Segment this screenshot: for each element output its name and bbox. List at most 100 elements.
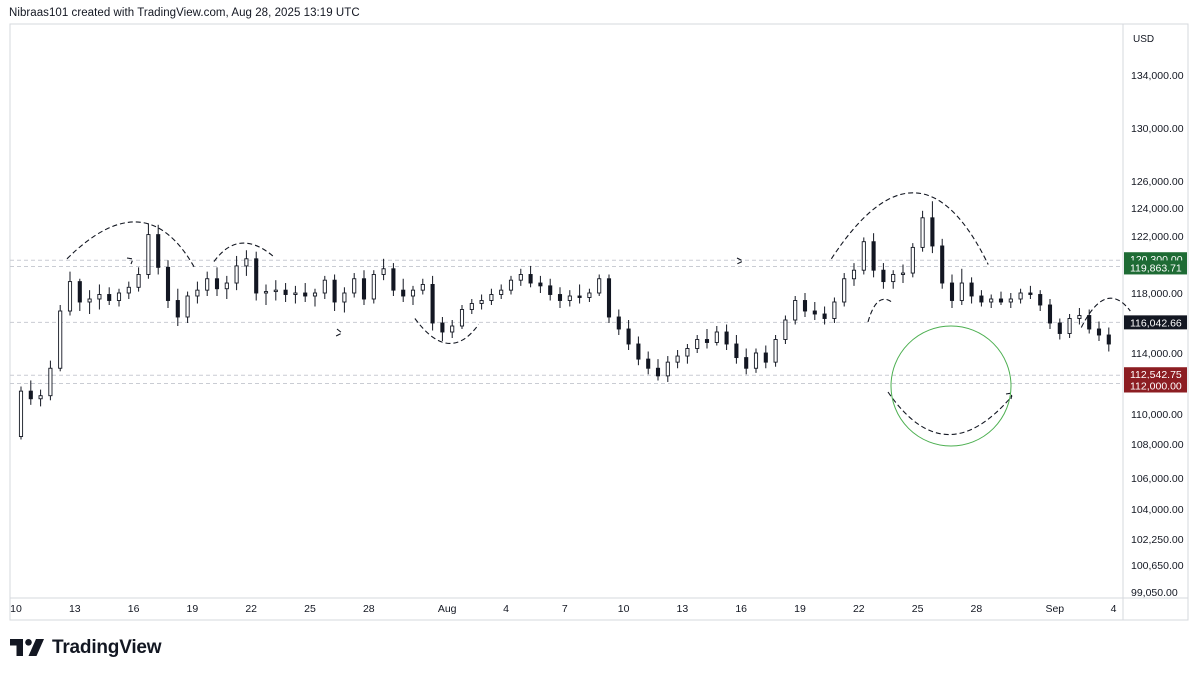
- time-tick-label: 19: [187, 603, 199, 615]
- candle-body-up: [900, 272, 906, 275]
- candle: [156, 224, 161, 275]
- price-tick-label: 134,000.00: [1131, 70, 1184, 82]
- candle: [175, 288, 180, 326]
- candle: [224, 275, 229, 299]
- candle-body-down: [734, 343, 739, 359]
- candle: [822, 306, 827, 325]
- candle-body-up: [205, 278, 210, 291]
- candle-body-down: [616, 316, 621, 330]
- candle: [1047, 299, 1053, 329]
- candle-body-up: [1018, 292, 1023, 300]
- candle-body-up: [989, 298, 994, 303]
- candle: [528, 265, 533, 288]
- time-tick-label: 25: [912, 603, 924, 615]
- candle: [273, 280, 278, 301]
- candle: [1077, 308, 1082, 325]
- price-tick-label: 124,000.00: [1131, 203, 1184, 215]
- price-level-badge: [1124, 260, 1187, 275]
- candle-body-down: [812, 310, 817, 315]
- candle: [263, 284, 269, 305]
- candle-body-down: [165, 266, 171, 301]
- candle: [861, 237, 866, 275]
- candle: [577, 284, 582, 304]
- candle-body-up: [597, 278, 602, 294]
- candle: [195, 281, 200, 304]
- candle: [48, 360, 53, 401]
- candle-body-up: [861, 241, 866, 271]
- time-tick-label: 13: [677, 603, 689, 615]
- candle-body-up: [97, 294, 102, 300]
- candle: [293, 285, 298, 304]
- candle: [518, 268, 523, 286]
- candle: [499, 284, 504, 299]
- candle: [744, 348, 749, 375]
- candle-body-up: [126, 286, 131, 294]
- candle-body-up: [371, 274, 376, 300]
- candle: [538, 275, 543, 293]
- candle-body-down: [606, 278, 612, 318]
- candle-body-down: [538, 282, 543, 287]
- candle-body-up: [381, 268, 386, 275]
- candle-body-down: [28, 390, 33, 400]
- candle: [97, 284, 102, 310]
- candle: [420, 278, 425, 295]
- candle-body-down: [1096, 328, 1102, 336]
- candle: [489, 288, 494, 305]
- price-tick-label: 102,250.00: [1131, 534, 1184, 546]
- candle: [695, 335, 700, 353]
- candle-body-up: [508, 279, 514, 291]
- candle-body-down: [655, 367, 661, 377]
- candle: [802, 293, 808, 317]
- candle-body-up: [479, 300, 484, 304]
- candle-body-down: [871, 241, 876, 271]
- time-tick-label: 25: [304, 603, 316, 615]
- candle-body-down: [979, 295, 984, 303]
- candle-body-down: [626, 328, 631, 345]
- candle-body-up: [38, 395, 43, 400]
- candle: [655, 359, 661, 381]
- price-level-badge: [1124, 378, 1187, 393]
- time-tick-label: 10: [10, 603, 22, 615]
- candle-body-down: [949, 282, 955, 301]
- candle-body-down: [303, 292, 308, 297]
- candle-body-down: [1087, 315, 1092, 330]
- time-tick-label: 22: [245, 603, 257, 615]
- time-tick-label: 4: [1111, 603, 1117, 615]
- highlight-circle: [890, 325, 1012, 447]
- arc-peak-4: [1080, 297, 1131, 328]
- price-tick-label: 99,050.00: [1131, 587, 1178, 599]
- candle: [1096, 321, 1102, 341]
- candle: [636, 336, 641, 366]
- candle: [783, 315, 788, 344]
- candle-body-down: [646, 358, 651, 369]
- candle-body-up: [322, 279, 327, 294]
- currency-label: USD: [1133, 34, 1154, 45]
- price-tick-label: 130,000.00: [1131, 123, 1184, 135]
- candle: [77, 278, 82, 311]
- candle: [322, 275, 327, 299]
- price-level-badge: [1124, 315, 1187, 330]
- candle-body-up: [58, 310, 63, 369]
- candle-body-down: [636, 343, 641, 360]
- candle: [734, 335, 739, 364]
- candle-body-up: [675, 355, 680, 363]
- price-tick-label: 126,000.00: [1131, 176, 1184, 188]
- candle: [214, 267, 220, 296]
- candle: [606, 274, 612, 323]
- candle: [891, 270, 896, 289]
- candle-body-down: [969, 282, 974, 297]
- arrow-head-2: [335, 328, 344, 337]
- candle: [459, 305, 465, 329]
- candle-body-down: [440, 322, 445, 333]
- candle: [665, 356, 670, 382]
- candle-body-up: [665, 361, 670, 377]
- candle-body-up: [18, 390, 24, 437]
- candle: [283, 283, 288, 302]
- candle: [205, 271, 210, 296]
- candle: [930, 201, 935, 254]
- time-tick-label: 7: [562, 603, 568, 615]
- candle-body-down: [156, 234, 161, 268]
- candle: [1008, 293, 1013, 308]
- candle-body-down: [930, 217, 935, 247]
